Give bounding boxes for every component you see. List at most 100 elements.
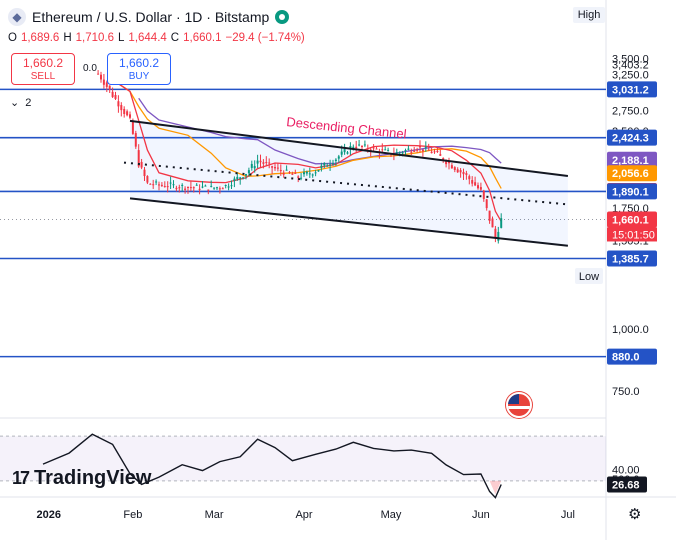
- candle-body: [102, 79, 105, 85]
- candle-body: [343, 148, 346, 153]
- candle-body: [100, 74, 102, 80]
- countdown-tag: [607, 227, 657, 242]
- candle-body: [474, 182, 477, 186]
- candle-body: [300, 177, 303, 179]
- spread-value: 0.0: [83, 63, 97, 74]
- candle-body: [184, 188, 187, 190]
- candle-body: [172, 184, 175, 186]
- indicators-toggle[interactable]: ⌄ 2: [10, 96, 31, 110]
- tradingview-mark-icon: 17: [12, 468, 30, 488]
- x-tick-label: Jul: [561, 509, 575, 521]
- x-tick-label: 2026: [37, 509, 61, 521]
- candle-body: [262, 162, 265, 164]
- gear-icon[interactable]: ⚙: [628, 506, 642, 523]
- candle-body: [477, 185, 479, 189]
- ohlc-value: −29.4 (−1.74%): [225, 32, 305, 44]
- rsi-value-tag: [607, 476, 647, 493]
- candle-body: [152, 184, 155, 186]
- chart-title[interactable]: Ethereum / U.S. Dollar · 1D · Bitstamp: [32, 9, 270, 25]
- candle-body: [178, 187, 181, 189]
- candle-body: [247, 170, 250, 174]
- ohlc-key: H: [63, 32, 72, 44]
- channel-upper-line: [129, 119, 569, 177]
- chevron-down-icon: ⌄: [10, 97, 20, 109]
- candle-body: [210, 185, 213, 187]
- candle-body: [108, 85, 111, 90]
- candle-body: [471, 180, 474, 184]
- candle-body: [326, 165, 329, 167]
- candle-body: [129, 114, 131, 118]
- candle-body: [250, 164, 253, 168]
- candle-body: [305, 171, 308, 174]
- candle-body: [479, 187, 482, 190]
- candle-body: [355, 146, 358, 149]
- candle-body: [500, 218, 503, 228]
- y-tick-label: 1,000.0: [612, 324, 649, 336]
- candle-body: [488, 210, 491, 221]
- candle-body: [158, 184, 160, 186]
- candle-body: [468, 176, 471, 180]
- candle-body: [404, 149, 407, 151]
- candle-body: [332, 163, 334, 165]
- candle-body: [445, 161, 448, 165]
- candle-body: [160, 184, 163, 186]
- candle-body: [384, 149, 387, 151]
- us-flag-event-icon[interactable]: [506, 392, 532, 418]
- candle-body: [285, 169, 288, 171]
- candle-body: [381, 149, 384, 151]
- sell-button[interactable]: 1,660.2 SELL: [11, 53, 75, 85]
- candle-body: [439, 154, 442, 156]
- ethereum-icon: ◆: [8, 8, 26, 26]
- ohlc-key: L: [118, 32, 125, 44]
- candle-body: [294, 172, 297, 174]
- candle-body: [207, 189, 210, 191]
- candle-body: [346, 152, 349, 154]
- candle-body: [265, 162, 268, 164]
- candle-body: [201, 186, 204, 188]
- candle-body: [358, 144, 361, 146]
- candle-body: [337, 156, 340, 159]
- candle-body: [436, 150, 439, 153]
- candle-body: [198, 188, 201, 190]
- candle-body: [334, 159, 337, 161]
- y-tick-label: 2,750.0: [612, 105, 649, 117]
- candle-body: [279, 169, 282, 172]
- buy-price: 1,660.2: [118, 56, 160, 70]
- candle-body: [430, 151, 433, 154]
- buy-button[interactable]: 1,660.2 BUY: [107, 53, 171, 85]
- candle-body: [259, 160, 262, 163]
- price-axis-tag: [607, 183, 657, 200]
- candle-body: [239, 177, 242, 179]
- chart-header: ◆ Ethereum / U.S. Dollar · 1D · Bitstamp: [8, 7, 290, 27]
- candle-body: [137, 150, 140, 167]
- candle-body: [352, 146, 355, 149]
- candle-body: [456, 169, 459, 173]
- candle-body: [485, 199, 488, 209]
- candle-body: [274, 167, 276, 169]
- candle-body: [169, 182, 172, 184]
- x-tick-label: May: [381, 509, 402, 521]
- price-axis-tag: [607, 211, 657, 228]
- candle-body: [361, 145, 363, 147]
- price-axis-tag: [607, 250, 657, 267]
- ohlc-key: C: [170, 32, 180, 44]
- candle-body: [276, 167, 279, 169]
- candle-body: [189, 187, 192, 189]
- candle-body: [450, 165, 453, 169]
- candle-body: [311, 174, 314, 176]
- candle-body: [195, 184, 198, 186]
- candle-body: [401, 152, 404, 154]
- candle-body: [291, 173, 294, 175]
- high-label: High: [573, 7, 605, 23]
- x-tick-label: Feb: [123, 509, 142, 521]
- candle-body: [317, 170, 320, 172]
- ohlc-value: 1,644.4: [128, 32, 167, 44]
- ohlc-readout: O 1,689.6 H 1,710.6 L 1,644.4 C 1,660.1 −29.4 (−…: [8, 32, 305, 44]
- countdown-text: 15:01:50: [612, 229, 655, 241]
- candle-body: [253, 166, 256, 169]
- candle-body: [462, 171, 465, 175]
- candle-body: [375, 148, 378, 150]
- candle-body: [114, 94, 117, 99]
- candle-body: [126, 111, 129, 116]
